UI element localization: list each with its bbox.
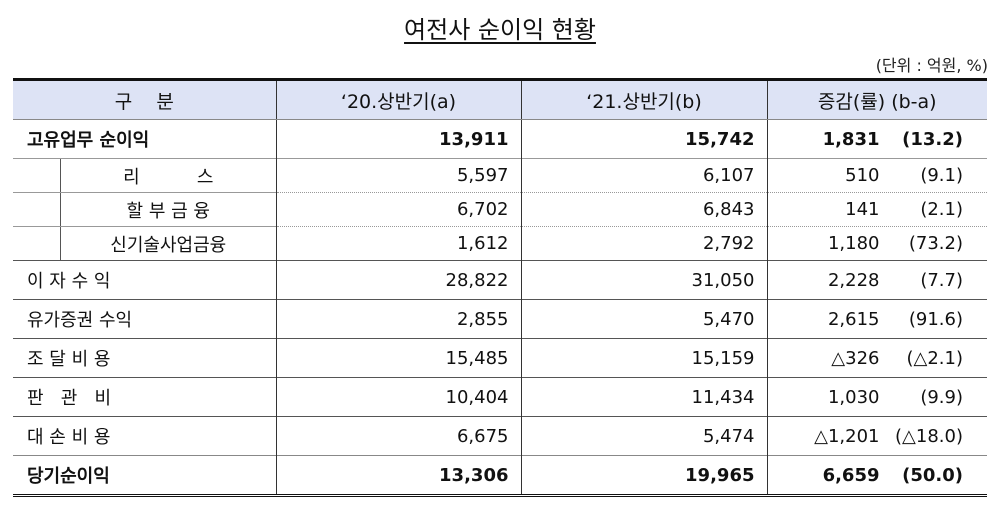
change-cell: 141 (2.1) — [766, 192, 987, 227]
value-2021h1: 2,792 — [520, 226, 767, 261]
row-label: 이 자 수 익 — [13, 260, 276, 300]
row-label-text: 리 스 — [60, 159, 276, 192]
page-title: 여전사 순이익 현황 — [404, 16, 596, 44]
table-row: 할 부 금 융 6,702 6,843 141 (2.1) — [13, 192, 987, 227]
row-label: 대 손 비 용 — [13, 416, 276, 456]
table-row: 리 스 5,597 6,107 510 (9.1) — [13, 158, 987, 193]
change-amount: 141 — [845, 199, 880, 220]
row-label-text: 할 부 금 융 — [60, 193, 276, 226]
value-2020h1: 2,855 — [275, 299, 521, 339]
change-rate: (9.9) — [920, 386, 963, 408]
header-2021h1: ‘21.상반기(b) — [520, 78, 767, 120]
change-cell: 2,228 (7.7) — [766, 260, 987, 300]
row-label: 고유업무 순이익 — [13, 119, 276, 159]
value-2021h1: 6,843 — [520, 192, 767, 227]
value-2021h1: 5,474 — [520, 416, 767, 456]
table-row: 이 자 수 익 28,822 31,050 2,228 (7.7) — [13, 260, 987, 300]
unit-note: (단위 : 억원, %) — [875, 56, 988, 75]
change-amount: 2,615 — [827, 308, 880, 330]
value-2021h1: 5,470 — [520, 299, 767, 339]
table-row: 당기순이익 13,306 19,965 6,659 (50.0) — [13, 455, 987, 497]
row-label-text: 신기술사업금융 — [60, 227, 276, 260]
change-amount: 2,228 — [827, 269, 880, 291]
header-category: 구 분 — [13, 78, 276, 120]
change-cell: △326 (△2.1) — [766, 338, 987, 378]
change-amount: △1,201 — [814, 425, 880, 447]
row-label: 리 스 — [13, 158, 276, 193]
value-2021h1: 19,965 — [520, 455, 767, 497]
change-amount: △326 — [831, 347, 880, 369]
change-rate: (73.2) — [908, 233, 963, 254]
table-row: 고유업무 순이익 13,911 15,742 1,831 (13.2) — [13, 119, 987, 159]
header-row: 구 분 ‘20.상반기(a) ‘21.상반기(b) 증감(률) (b-a) — [13, 78, 987, 120]
change-cell: 1,180 (73.2) — [766, 226, 987, 261]
value-2021h1: 31,050 — [520, 260, 767, 300]
value-2020h1: 6,702 — [275, 192, 521, 227]
table-row: 판 관 비 10,404 11,434 1,030 (9.9) — [13, 377, 987, 417]
change-cell: 1,831 (13.2) — [766, 119, 987, 159]
change-amount: 6,659 — [822, 464, 880, 486]
change-rate: (△2.1) — [906, 347, 963, 369]
change-amount: 510 — [845, 165, 880, 186]
change-amount: 1,180 — [827, 233, 880, 254]
value-2021h1: 11,434 — [520, 377, 767, 417]
change-cell: 2,615 (91.6) — [766, 299, 987, 339]
table-row: 조 달 비 용 15,485 15,159 △326 (△2.1) — [13, 338, 987, 378]
value-2020h1: 13,306 — [275, 455, 521, 497]
change-rate: (91.6) — [908, 308, 963, 330]
value-2020h1: 28,822 — [275, 260, 521, 300]
row-label: 할 부 금 융 — [13, 192, 276, 227]
row-label: 유가증권 수익 — [13, 299, 276, 339]
value-2020h1: 15,485 — [275, 338, 521, 378]
row-label: 당기순이익 — [13, 455, 276, 497]
change-cell: 510 (9.1) — [766, 158, 987, 193]
change-rate: (13.2) — [902, 128, 963, 150]
net-income-table: 구 분 ‘20.상반기(a) ‘21.상반기(b) 증감(률) (b-a) 고유… — [13, 78, 987, 497]
change-cell: △1,201 (△18.0) — [766, 416, 987, 456]
table-row: 대 손 비 용 6,675 5,474 △1,201 (△18.0) — [13, 416, 987, 456]
value-2020h1: 5,597 — [275, 158, 521, 193]
value-2020h1: 10,404 — [275, 377, 521, 417]
change-cell: 1,030 (9.9) — [766, 377, 987, 417]
change-rate: (△18.0) — [895, 425, 963, 447]
value-2021h1: 15,742 — [520, 119, 767, 159]
table-row: 신기술사업금융 1,612 2,792 1,180 (73.2) — [13, 226, 987, 261]
change-amount: 1,831 — [822, 128, 880, 150]
table-row: 유가증권 수익 2,855 5,470 2,615 (91.6) — [13, 299, 987, 339]
row-label: 판 관 비 — [13, 377, 276, 417]
change-cell: 6,659 (50.0) — [766, 455, 987, 497]
value-2020h1: 1,612 — [275, 226, 521, 261]
change-rate: (2.1) — [920, 199, 963, 220]
row-label: 조 달 비 용 — [13, 338, 276, 378]
header-change: 증감(률) (b-a) — [766, 78, 987, 120]
value-2020h1: 6,675 — [275, 416, 521, 456]
value-2021h1: 6,107 — [520, 158, 767, 193]
change-amount: 1,030 — [827, 386, 880, 408]
change-rate: (9.1) — [920, 165, 963, 186]
value-2021h1: 15,159 — [520, 338, 767, 378]
change-rate: (7.7) — [920, 269, 963, 291]
value-2020h1: 13,911 — [275, 119, 521, 159]
row-label: 신기술사업금융 — [13, 226, 276, 261]
header-2020h1: ‘20.상반기(a) — [275, 78, 521, 120]
change-rate: (50.0) — [902, 464, 963, 486]
